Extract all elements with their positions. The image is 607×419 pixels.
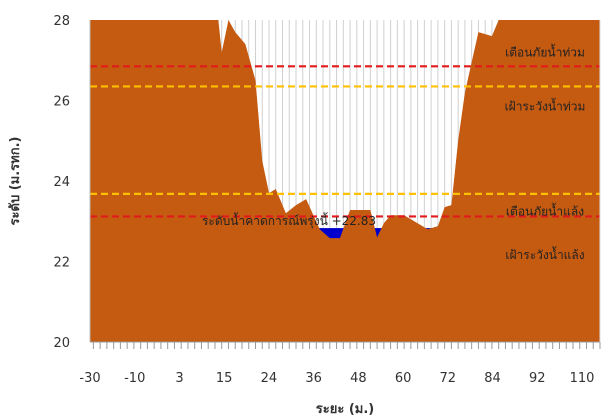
reference-line-label: เตือนภัยน้ำแล้ง [506,202,584,218]
y-tick-label: 26 [53,95,70,110]
x-tick-label: -10 [124,371,145,386]
y-tick-label: 28 [53,14,70,29]
axes [89,20,601,343]
water-level-annotation: ระดับน้ำคาดการณ์พรุ่งนี้ +22.83 [202,212,376,229]
x-tick-label: 3 [175,371,183,386]
annotations: ระดับน้ำคาดการณ์พรุ่งนี้ +22.83 [202,212,376,229]
y-tick-label: 22 [53,256,70,271]
x-tick-label: 15 [216,371,233,386]
x-tick-label: 72 [440,371,457,386]
x-tick-label: 110 [570,371,595,386]
ground-area [90,20,600,342]
x-tick-label: 24 [261,371,278,386]
ground-layer [90,20,600,342]
y-tick-labels: 20 22 24 26 28 [53,14,70,351]
x-tick-labels: -30 -10 3 15 24 36 48 60 72 84 92 110 [79,342,601,386]
x-tick-label: -30 [79,371,100,386]
reference-line-label: เฝ้าระวังน้ำท่วม [505,97,586,113]
x-tick-label: 48 [350,371,367,386]
x-axis-title: ระยะ (ม.) [316,402,374,417]
reference-line-label: เตือนภัยน้ำท่วม [505,43,585,59]
y-axis-title: ระดับ (ม.รทก.) [8,137,23,226]
reference-lines: เตือนภัยน้ำท่วมเฝ้าระวังน้ำท่วมเฝ้าระวัง… [90,43,600,262]
x-tick-label: 60 [395,371,412,386]
x-tick-label: 92 [529,371,546,386]
reference-line-label: เฝ้าระวังน้ำแล้ง [505,246,584,262]
y-tick-label: 20 [53,336,70,351]
x-tick-label: 84 [484,371,501,386]
x-tick-label: 36 [305,371,322,386]
y-tick-label: 24 [53,175,70,190]
